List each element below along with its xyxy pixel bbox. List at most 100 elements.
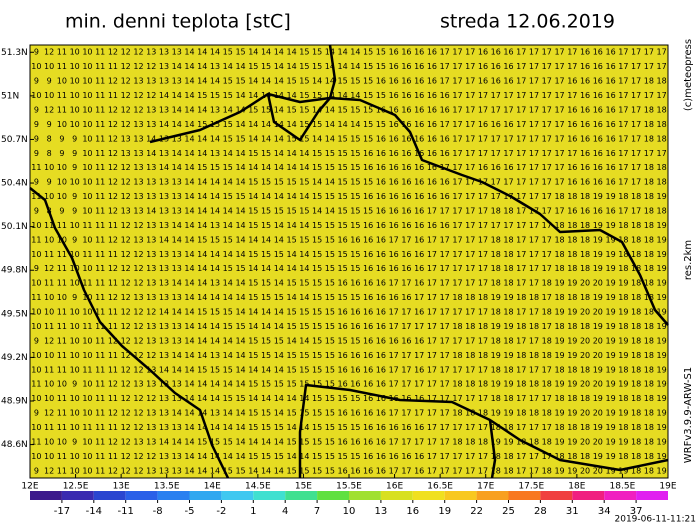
grid-value: 16 [491, 48, 501, 57]
colorbar-segment [157, 491, 190, 500]
grid-value: 18 [618, 221, 628, 230]
grid-value: 12 [108, 192, 118, 201]
grid-value: 11 [108, 221, 118, 230]
grid-value: 13 [172, 336, 182, 345]
grid-value: 14 [210, 264, 220, 273]
grid-value: 15 [223, 394, 233, 403]
grid-value: 16 [363, 279, 373, 288]
grid-value: 14 [184, 423, 194, 432]
grid-value: 16 [580, 178, 590, 187]
grid-value: 16 [491, 62, 501, 71]
grid-value: 12 [121, 308, 131, 317]
grid-value: 15 [325, 235, 335, 244]
grid-value: 19 [491, 322, 501, 331]
grid-value: 18 [542, 308, 552, 317]
grid-value: 14 [197, 77, 207, 86]
grid-value: 20 [580, 437, 590, 446]
grid-value: 17 [465, 105, 475, 114]
grid-value: 18 [644, 452, 654, 461]
grid-value: 15 [338, 105, 348, 114]
grid-value: 13 [133, 192, 143, 201]
grid-value: 15 [261, 250, 271, 259]
grid-value: 10 [44, 293, 54, 302]
grid-value: 18 [644, 351, 654, 360]
grid-value: 14 [286, 149, 296, 158]
grid-value: 18 [657, 105, 667, 114]
grid-value: 18 [618, 192, 628, 201]
grid-value: 14 [184, 206, 194, 215]
grid-value: 17 [491, 178, 501, 187]
model: WRFv3.9.9-ARW-S1 [683, 367, 694, 464]
grid-value: 17 [427, 466, 437, 475]
grid-value: 10 [70, 322, 80, 331]
grid-value: 11 [82, 250, 92, 259]
grid-value: 19 [605, 423, 615, 432]
grid-value: 18 [644, 178, 654, 187]
grid-value: 11 [57, 279, 67, 288]
grid-value: 15 [312, 48, 322, 57]
grid-value: 16 [503, 163, 513, 172]
grid-value: 16 [376, 308, 386, 317]
grid-value: 10 [31, 308, 41, 317]
grid-value: 12 [44, 264, 54, 273]
grid-value: 16 [401, 206, 411, 215]
grid-value: 14 [248, 264, 258, 273]
grid-value: 18 [529, 322, 539, 331]
grid-value: 19 [605, 192, 615, 201]
grid-value: 10 [82, 437, 92, 446]
grid-value: 18 [567, 264, 577, 273]
grid-value: 17 [440, 466, 450, 475]
grid-value: 10 [70, 394, 80, 403]
grid-value: 16 [605, 134, 615, 143]
grid-value: 17 [657, 149, 667, 158]
grid-value: 18 [580, 235, 590, 244]
grid-value: 10 [82, 394, 92, 403]
grid-value: 12 [133, 221, 143, 230]
grid-value: 17 [631, 105, 641, 114]
grid-value: 11 [95, 394, 105, 403]
grid-value: 19 [605, 308, 615, 317]
grid-value: 14 [248, 365, 258, 374]
grid-value: 17 [529, 235, 539, 244]
grid-value: 15 [261, 62, 271, 71]
grid-value: 11 [95, 279, 105, 288]
grid-value: 16 [414, 394, 424, 403]
grid-value: 18 [465, 409, 475, 418]
grid-value: 16 [593, 77, 603, 86]
grid-value: 11 [108, 394, 118, 403]
grid-value: 14 [274, 322, 284, 331]
grid-value: 18 [567, 235, 577, 244]
grid-value: 15 [261, 206, 271, 215]
grid-value: 20 [580, 279, 590, 288]
grid-value: 17 [414, 322, 424, 331]
grid-value: 15 [363, 206, 373, 215]
grid-value: 17 [452, 423, 462, 432]
grid-value: 13 [146, 250, 156, 259]
grid-value: 14 [235, 62, 245, 71]
grid-value: 16 [427, 221, 437, 230]
grid-value: 19 [567, 336, 577, 345]
grid-value: 18 [567, 452, 577, 461]
grid-value: 16 [338, 409, 348, 418]
grid-value: 18 [644, 466, 654, 475]
grid-value: 15 [286, 380, 296, 389]
grid-value: 17 [529, 308, 539, 317]
grid-value: 17 [465, 206, 475, 215]
grid-value: 16 [363, 351, 373, 360]
grid-value: 11 [44, 423, 54, 432]
grid-value: 16 [593, 163, 603, 172]
grid-value: 15 [223, 264, 233, 273]
grid-value: 16 [389, 149, 399, 158]
grid-value: 16 [414, 235, 424, 244]
grid-value: 13 [159, 77, 169, 86]
grid-value: 17 [503, 178, 513, 187]
grid-value: 17 [644, 62, 654, 71]
grid-value: 13 [159, 221, 169, 230]
grid-value: 11 [95, 409, 105, 418]
grid-value: 13 [172, 423, 182, 432]
grid-value: 17 [401, 409, 411, 418]
grid-value: 18 [631, 293, 641, 302]
grid-value: 11 [57, 264, 67, 273]
grid-value: 15 [325, 452, 335, 461]
